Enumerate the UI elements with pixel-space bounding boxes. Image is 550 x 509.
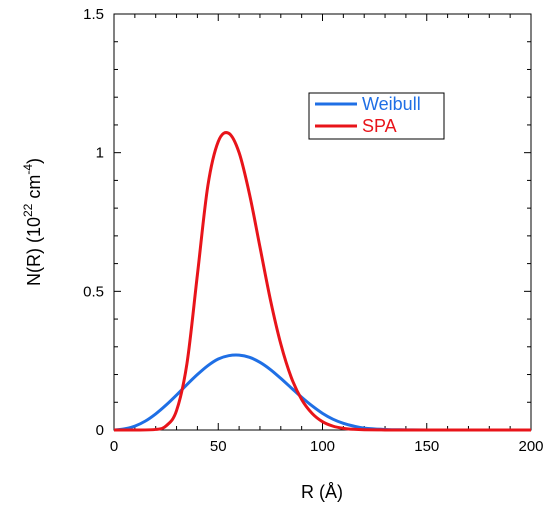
x-tick-label: 0 [110,438,118,455]
y-axis-title: N(R) (1022 cm-4) [21,158,44,286]
legend-box [308,92,445,140]
legend: Weibull SPA [308,92,445,140]
x-tick-label: 200 [518,438,543,455]
y-tick-label: 0 [96,422,104,439]
series-layer [113,131,531,432]
plot-frame [113,13,532,431]
tick-labels: 0 50 100 150 200 0 0.5 1 1.5 [83,6,543,455]
series-line-spa [114,131,531,432]
x-tick-label: 50 [210,438,227,455]
legend-label-weibull: Weibull [362,94,421,114]
ticks [113,13,532,431]
y-tick-label: 1.5 [83,6,104,23]
x-tick-label: 100 [310,438,335,455]
x-axis-title: R (Å) [301,482,343,502]
series-line-weibull [113,353,531,432]
legend-label-spa: SPA [362,116,397,136]
y-tick-label: 1 [96,145,104,162]
y-tick-label: 0.5 [83,283,104,300]
x-tick-label: 150 [414,438,439,455]
